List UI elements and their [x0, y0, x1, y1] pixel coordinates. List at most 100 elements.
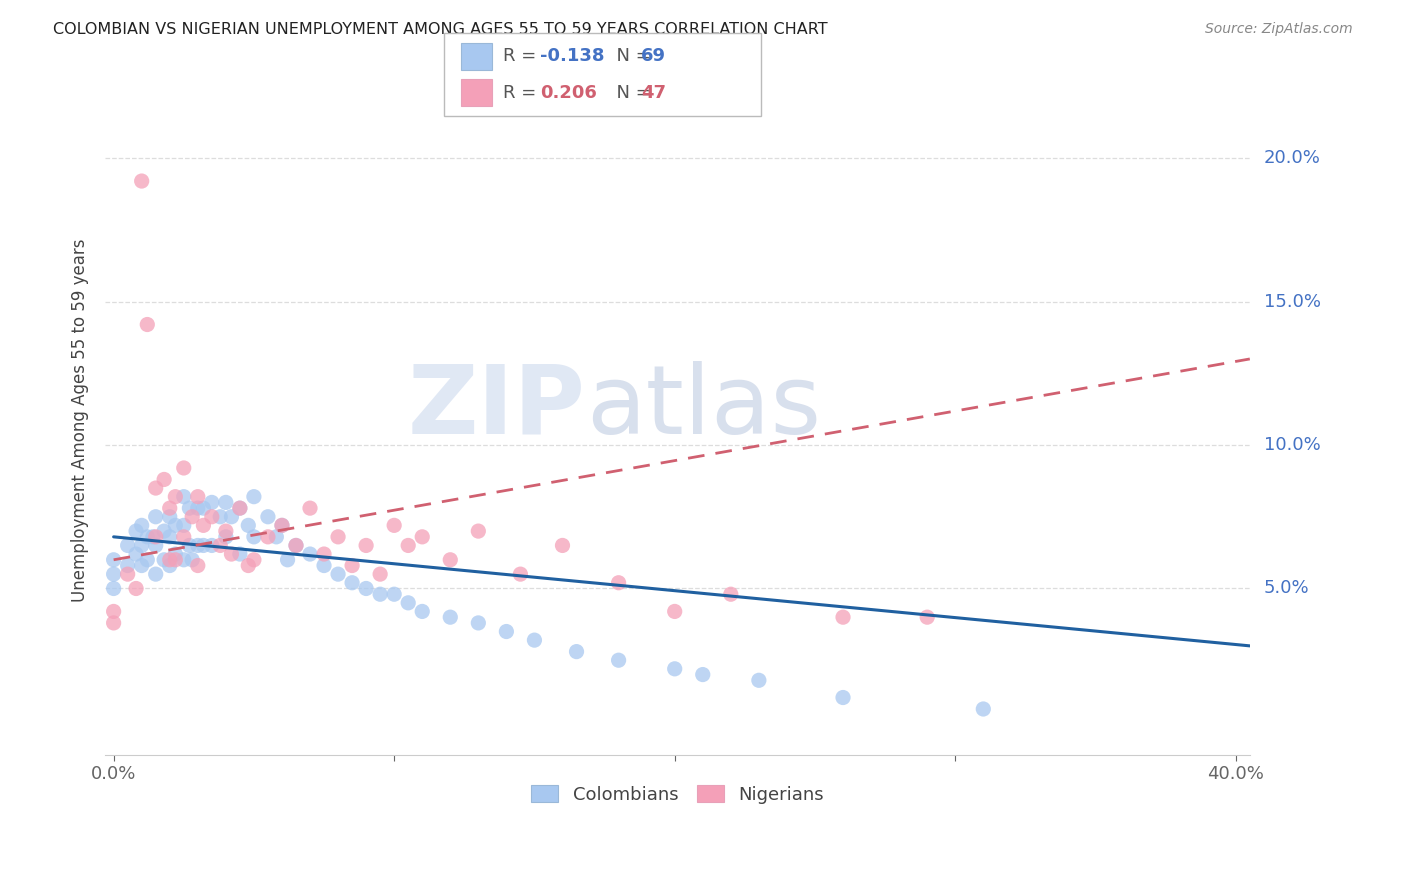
Point — [179, 501, 201, 516]
Point — [298, 547, 321, 561]
Point — [396, 596, 419, 610]
Point — [257, 509, 280, 524]
Point — [193, 538, 215, 552]
Point — [285, 538, 308, 552]
Point — [915, 610, 938, 624]
Point — [664, 604, 686, 618]
Point — [145, 530, 167, 544]
Point — [159, 530, 181, 544]
Point — [411, 604, 433, 618]
Text: R =: R = — [503, 47, 543, 65]
Point — [209, 538, 232, 552]
Point — [266, 530, 288, 544]
Point — [201, 495, 224, 509]
Point — [495, 624, 517, 639]
Text: atlas: atlas — [586, 360, 821, 454]
Point — [117, 538, 139, 552]
Point — [509, 567, 531, 582]
Text: 5.0%: 5.0% — [1264, 580, 1309, 598]
Point — [215, 495, 238, 509]
Point — [117, 567, 139, 582]
Point — [243, 490, 266, 504]
Point — [972, 702, 994, 716]
Point — [340, 558, 363, 573]
Point — [467, 524, 489, 538]
Point — [312, 558, 335, 573]
Point — [411, 530, 433, 544]
Point — [243, 530, 266, 544]
Point — [298, 501, 321, 516]
Point — [142, 530, 165, 544]
Point — [277, 553, 299, 567]
Point — [187, 501, 209, 516]
Point — [229, 501, 252, 516]
Point — [193, 501, 215, 516]
Point — [187, 558, 209, 573]
Point — [165, 553, 187, 567]
Point — [136, 530, 159, 544]
Point — [125, 582, 148, 596]
Point — [125, 524, 148, 538]
Point — [354, 538, 377, 552]
Text: 69: 69 — [641, 47, 666, 65]
Point — [215, 530, 238, 544]
Point — [607, 575, 630, 590]
Point — [173, 530, 195, 544]
Point — [565, 645, 588, 659]
Point — [153, 553, 176, 567]
Point — [238, 558, 260, 573]
Point — [692, 667, 714, 681]
Point — [103, 582, 125, 596]
Point — [467, 615, 489, 630]
Point — [271, 518, 294, 533]
Point — [131, 174, 153, 188]
Text: N =: N = — [605, 47, 657, 65]
Point — [181, 509, 204, 524]
Text: ZIP: ZIP — [408, 360, 586, 454]
Point — [285, 538, 308, 552]
Point — [243, 553, 266, 567]
Point — [340, 575, 363, 590]
Point — [103, 604, 125, 618]
Point — [368, 587, 391, 601]
Point — [607, 653, 630, 667]
Point — [326, 567, 349, 582]
Text: 47: 47 — [641, 84, 666, 102]
Point — [117, 558, 139, 573]
Point — [153, 524, 176, 538]
Text: N =: N = — [605, 84, 657, 102]
Point — [159, 558, 181, 573]
Point — [179, 538, 201, 552]
Point — [103, 567, 125, 582]
Point — [664, 662, 686, 676]
Point — [832, 610, 855, 624]
Point — [201, 509, 224, 524]
Point — [173, 518, 195, 533]
Point — [103, 615, 125, 630]
Text: 0.206: 0.206 — [540, 84, 596, 102]
Point — [368, 567, 391, 582]
Text: 10.0%: 10.0% — [1264, 436, 1320, 454]
Point — [257, 530, 280, 544]
Point — [221, 547, 243, 561]
Text: R =: R = — [503, 84, 543, 102]
Point — [201, 538, 224, 552]
Point — [136, 553, 159, 567]
Point — [229, 547, 252, 561]
Point — [382, 587, 405, 601]
Point — [181, 553, 204, 567]
Point — [439, 610, 461, 624]
Point — [165, 518, 187, 533]
Point — [312, 547, 335, 561]
Point — [173, 490, 195, 504]
Point — [145, 567, 167, 582]
Point — [145, 538, 167, 552]
Text: COLOMBIAN VS NIGERIAN UNEMPLOYMENT AMONG AGES 55 TO 59 YEARS CORRELATION CHART: COLOMBIAN VS NIGERIAN UNEMPLOYMENT AMONG… — [53, 22, 828, 37]
Point — [159, 501, 181, 516]
Point — [221, 509, 243, 524]
Point — [136, 318, 159, 332]
Point — [748, 673, 770, 688]
Point — [187, 490, 209, 504]
Point — [103, 553, 125, 567]
Point — [229, 501, 252, 516]
